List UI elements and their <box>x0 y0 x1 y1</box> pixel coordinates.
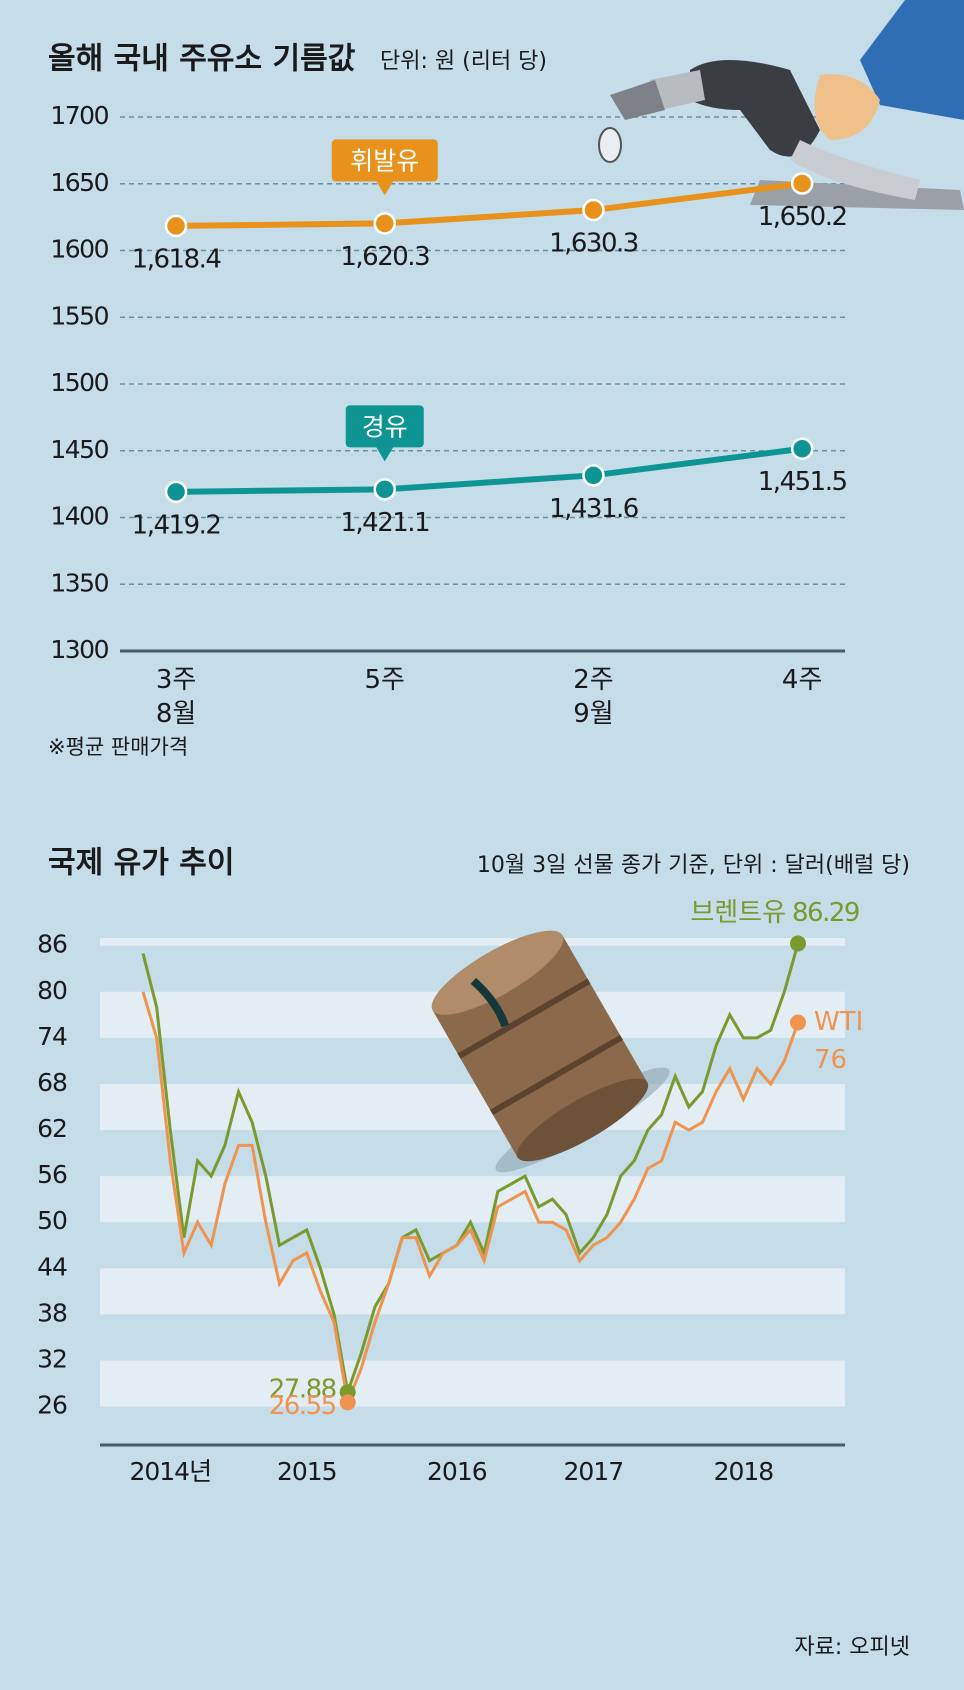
chart-subtitle: 단위: 원 (리터 당) <box>380 49 547 74</box>
data-label: 26.55 <box>269 1391 336 1421</box>
legend-label: WTI <box>814 1007 863 1037</box>
y-tick-label: 62 <box>37 1114 67 1143</box>
data-label: 1,630.3 <box>549 229 638 259</box>
data-label: 76 <box>814 1045 847 1075</box>
series-callout <box>345 405 424 448</box>
legend-label: 휘발유 <box>350 146 419 175</box>
grid-band <box>100 1268 845 1315</box>
data-layer: 1,618.4 1,620.3 1,630.3 1,650.2 휘발유 1,419.2 1,… <box>132 139 863 1421</box>
y-tick-label: 1600 <box>50 235 108 264</box>
series-line <box>141 943 800 1399</box>
y-tick-label: 1500 <box>50 368 108 397</box>
series-line <box>141 991 800 1408</box>
x-tick-label: 2014년 <box>129 1457 211 1486</box>
data-label: 1,421.1 <box>340 508 429 538</box>
y-tick-label: 80 <box>37 976 67 1005</box>
x-tick-label: 2017 <box>564 1457 624 1486</box>
data-point <box>164 480 188 504</box>
y-tick-label: 1300 <box>50 635 108 664</box>
data-point <box>790 935 806 952</box>
data-label: 27.88 <box>269 1375 336 1405</box>
y-tick-label: 32 <box>37 1345 67 1374</box>
series-callout-pointer <box>375 446 394 462</box>
chart-subtitle: 10월 3일 선물 종가 기준, 단위 : 달러(배럴 당) <box>477 853 910 878</box>
x-tick-label: 4주 <box>781 665 823 695</box>
data-point <box>790 172 814 195</box>
data-point <box>790 1014 806 1031</box>
data-label: 1,618.4 <box>132 244 222 274</box>
data-point <box>582 198 605 222</box>
series-callout <box>331 139 438 182</box>
barrel-illustration <box>431 930 670 1173</box>
y-tick-label: 1450 <box>50 435 108 464</box>
chart-title: 국제 유가 추이 <box>48 846 235 881</box>
data-label: 86.29 <box>792 898 859 928</box>
y-tick-label: 68 <box>37 1068 67 1097</box>
x-tick-label: 2016 <box>427 1457 487 1486</box>
chart-note: ※평균 판매가격 <box>48 735 188 759</box>
data-point <box>582 464 605 487</box>
x-tick-label: 5주 <box>364 665 405 695</box>
data-point <box>164 214 188 238</box>
data-label: 1,419.2 <box>132 510 221 540</box>
series-line <box>176 445 803 495</box>
data-label: 1,431.6 <box>549 494 638 524</box>
data-label: 1,650.2 <box>758 202 847 232</box>
legend-label: 경유 <box>362 412 408 441</box>
legend-label: 브렌트유 <box>690 898 786 928</box>
data-label: 1,620.3 <box>340 242 429 272</box>
chart-title: 올해 국내 주유소 기름값 <box>48 42 356 77</box>
y-tick-label: 1700 <box>50 101 108 130</box>
pump-illustration <box>598 0 964 210</box>
x-tick-label: 3주 8월 <box>155 665 197 729</box>
grid-band <box>100 938 845 946</box>
data-point <box>373 478 396 501</box>
y-tick-label: 26 <box>37 1391 67 1420</box>
x-tick-label: 2018 <box>714 1457 774 1486</box>
grid-band <box>100 1360 845 1407</box>
y-tick-label: 1650 <box>50 168 108 197</box>
series-line <box>176 180 803 229</box>
y-tick-label: 1400 <box>50 502 108 531</box>
data-label: 1,451.5 <box>758 467 847 497</box>
y-tick-label: 44 <box>37 1252 67 1281</box>
data-point <box>339 1394 356 1411</box>
y-tick-label: 86 <box>37 930 67 959</box>
source: 자료: 오피넷 <box>794 1635 910 1660</box>
x-tick-label: 2주 9월 <box>573 665 614 729</box>
series-callout-pointer <box>375 180 394 196</box>
y-tick-label: 38 <box>37 1298 67 1327</box>
grid-band <box>100 1083 845 1131</box>
data-point <box>790 437 814 460</box>
y-tick-label: 1550 <box>50 301 108 330</box>
x-tick-label: 2015 <box>277 1457 337 1486</box>
y-tick-label: 50 <box>37 1206 67 1235</box>
background-layer: 1300 1350 1400 1450 1500 1550 1600 1650 1700 26 32… <box>37 101 845 1486</box>
y-tick-label: 1350 <box>50 568 108 597</box>
y-tick-label: 56 <box>37 1160 67 1189</box>
data-point <box>373 212 396 235</box>
y-tick-label: 74 <box>37 1022 67 1051</box>
grid-band <box>100 1176 845 1223</box>
